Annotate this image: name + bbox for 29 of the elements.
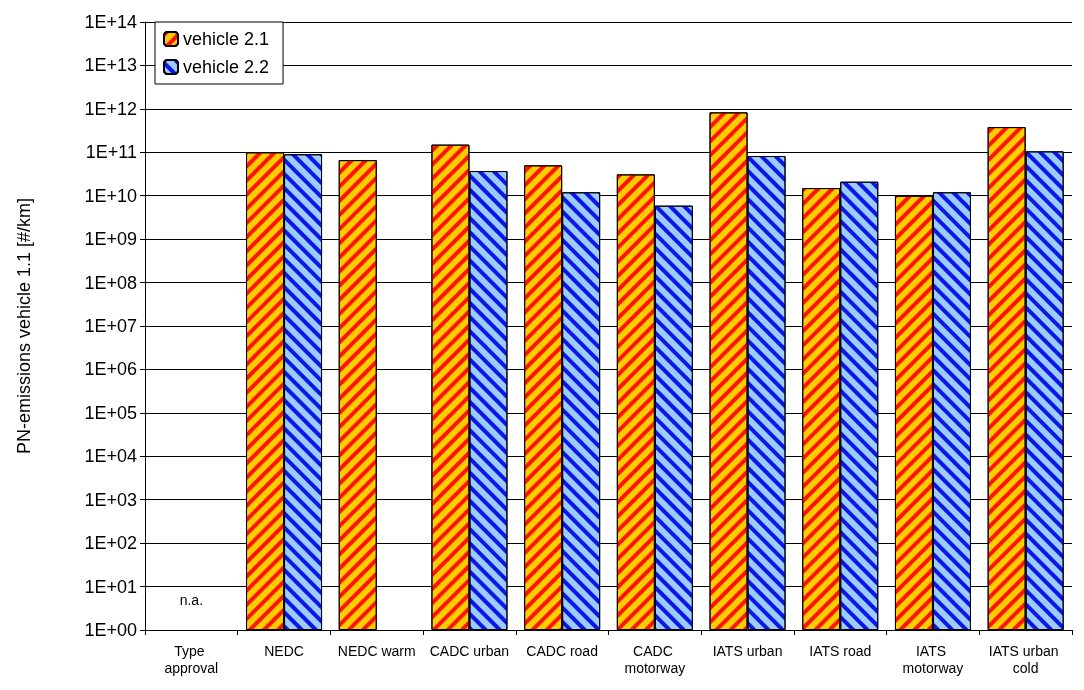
y-tick-label: 1E+09 [84, 229, 137, 250]
y-tick-label: 1E+11 [85, 142, 137, 163]
y-tick-label: 1E+04 [84, 446, 137, 467]
legend-label: vehicle 2.2 [183, 57, 270, 77]
y-tick-label: 1E+14 [84, 12, 137, 32]
y-axis-title: PN-emissions vehicle 1.1 [#/km] [14, 197, 34, 455]
x-tick-label: CADC road [526, 642, 598, 659]
y-tick-label: 1E+13 [84, 55, 137, 76]
x-tick-label: IATS urban cold [988, 642, 1063, 676]
x-tick-label: CADC urban [429, 642, 510, 659]
x-tick-label: IATS road [809, 642, 872, 659]
x-tick-label: IATS motorway [902, 642, 964, 676]
x-tick-label: NEDC warm [337, 642, 416, 659]
y-tick-label: 1E+07 [84, 316, 137, 336]
annotation: n.a. [179, 591, 204, 608]
y-tick-label: 1E+05 [84, 402, 137, 423]
y-tick-label: 1E+01 [84, 576, 137, 597]
y-tick-label: 1E+08 [84, 272, 137, 293]
x-tick-label: NEDC [264, 642, 304, 659]
y-tick-label: 1E+12 [84, 98, 137, 119]
x-tick-label: Type approval [164, 642, 219, 676]
y-tick-label: 1E+10 [84, 185, 137, 206]
legend-label: vehicle 2.1 [183, 29, 270, 49]
y-tick-label: 1E+06 [84, 359, 137, 380]
y-tick-label: 1E+03 [84, 489, 137, 510]
y-tick-label: 1E+00 [84, 620, 137, 640]
y-tick-label: 1E+02 [84, 533, 137, 554]
x-tick-label: CADC motorway [624, 642, 686, 676]
x-tick-label: IATS urban [712, 642, 783, 659]
